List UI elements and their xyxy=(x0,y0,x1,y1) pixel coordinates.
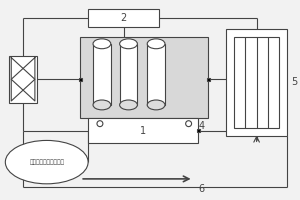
Ellipse shape xyxy=(120,39,137,49)
Bar xyxy=(197,129,200,132)
Bar xyxy=(120,44,137,105)
Circle shape xyxy=(186,121,192,127)
Bar xyxy=(88,118,199,143)
Ellipse shape xyxy=(93,100,111,110)
Bar xyxy=(147,44,165,105)
Ellipse shape xyxy=(120,100,137,110)
Ellipse shape xyxy=(93,39,111,49)
Text: 5: 5 xyxy=(291,77,297,87)
Bar xyxy=(9,56,37,103)
Bar xyxy=(80,37,208,118)
Bar xyxy=(207,78,210,81)
Text: 1: 1 xyxy=(140,126,146,136)
Ellipse shape xyxy=(147,39,165,49)
Ellipse shape xyxy=(5,140,88,184)
Text: 工厂、食品等有机废水: 工厂、食品等有机废水 xyxy=(29,159,64,165)
Text: 6: 6 xyxy=(199,184,205,194)
Circle shape xyxy=(97,121,103,127)
Bar xyxy=(79,78,82,81)
Bar xyxy=(93,44,111,105)
Bar xyxy=(88,9,159,27)
Bar xyxy=(226,29,287,136)
Text: 2: 2 xyxy=(121,13,127,23)
Text: 4: 4 xyxy=(198,121,204,131)
Bar xyxy=(234,37,279,128)
Ellipse shape xyxy=(147,100,165,110)
